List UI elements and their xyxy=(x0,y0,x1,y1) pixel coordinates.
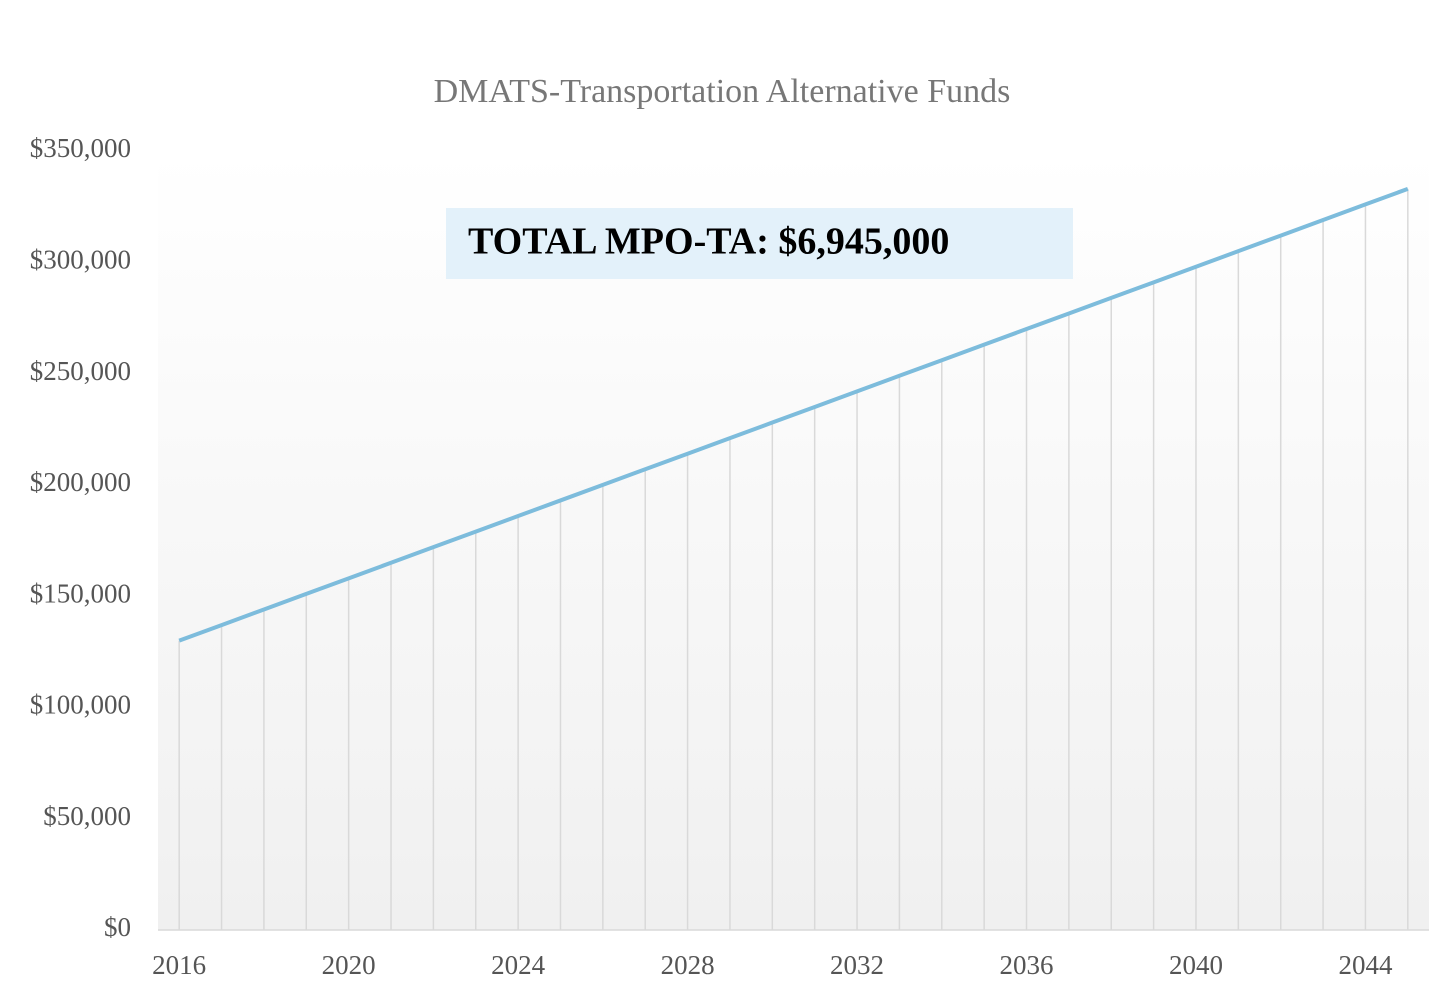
x-tick-label: 2024 xyxy=(491,950,546,980)
y-tick-label: $350,000 xyxy=(30,133,131,163)
y-tick-label: $200,000 xyxy=(30,467,131,497)
y-tick-label: $250,000 xyxy=(30,356,131,386)
y-tick-label: $300,000 xyxy=(30,244,131,274)
x-tick-label: 2040 xyxy=(1169,950,1223,980)
plot-area xyxy=(158,151,1429,930)
annotation-box xyxy=(446,208,1073,279)
annotation: TOTAL MPO-TA: $6,945,000 xyxy=(468,221,949,263)
y-tick-label: $100,000 xyxy=(30,690,131,720)
x-tick-label: 2044 xyxy=(1338,950,1393,980)
y-tick-label: $150,000 xyxy=(30,578,131,608)
x-tick-label: 2020 xyxy=(322,950,376,980)
y-tick-label: $0 xyxy=(104,912,131,942)
chart-title: DMATS-Transportation Alternative Funds xyxy=(434,73,1011,110)
x-tick-label: 2032 xyxy=(830,950,884,980)
x-tick-label: 2036 xyxy=(1000,950,1054,980)
series-line xyxy=(178,186,1409,643)
x-tick-label: 2016 xyxy=(152,950,206,980)
y-tick-label: $50,000 xyxy=(43,801,131,831)
x-tick-label: 2028 xyxy=(661,950,715,980)
